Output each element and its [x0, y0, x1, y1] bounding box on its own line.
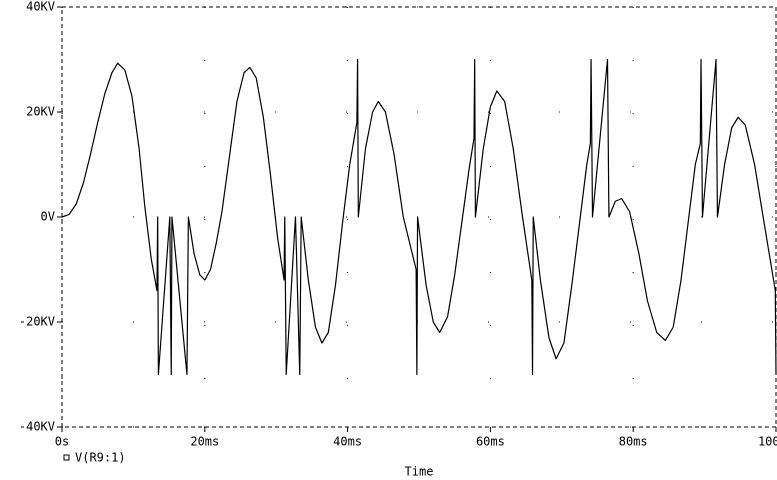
y-tick-label: -40KV	[19, 420, 55, 434]
x-tick-label: 0s	[55, 435, 69, 449]
legend-marker	[63, 454, 70, 461]
x-tick-label: 60ms	[476, 435, 505, 449]
x-tick-label: 80ms	[619, 435, 648, 449]
y-tick-label: 20KV	[26, 105, 55, 119]
x-axis-label: Time	[405, 465, 434, 479]
y-tick-label: 40KV	[26, 0, 55, 14]
x-tick-label: 20ms	[190, 435, 219, 449]
series-line	[61, 58, 777, 376]
legend-label: V(R9:1)	[75, 451, 126, 465]
x-tick-label: 100ms	[758, 435, 777, 449]
x-tick-label: 40ms	[333, 435, 362, 449]
y-tick-label: 0V	[41, 210, 55, 224]
plot-frame	[61, 6, 777, 428]
y-tick-label: -20KV	[19, 315, 55, 329]
